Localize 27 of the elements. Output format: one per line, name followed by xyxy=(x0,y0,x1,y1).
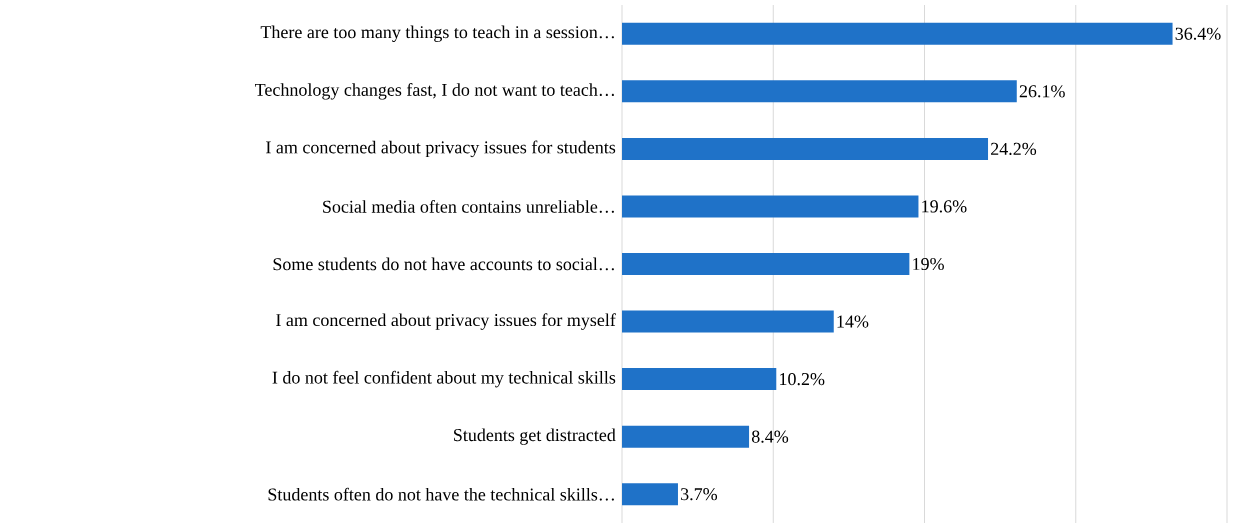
y-tick-label: Technology changes fast, I do not want to teach… xyxy=(255,83,614,100)
data-label: 24.2% xyxy=(991,142,1037,155)
bar xyxy=(622,483,678,506)
data-label: 8.4% xyxy=(751,430,789,443)
bar xyxy=(622,252,910,275)
data-label: 3.7% xyxy=(681,488,718,501)
bar xyxy=(622,368,777,391)
data-label: 36.4% xyxy=(1175,27,1221,40)
bar xyxy=(622,137,989,160)
y-tick-label: Students often do not have the technical skills… xyxy=(268,487,614,501)
bar xyxy=(622,310,834,333)
data-label: 26.1% xyxy=(1019,85,1065,98)
data-label: 19.6% xyxy=(922,200,967,213)
y-tick-label: I am concerned about privacy issues for students xyxy=(266,140,616,158)
data-label: 14% xyxy=(837,315,869,328)
bar xyxy=(622,425,750,448)
data-label: 19% xyxy=(913,257,944,271)
y-tick-label: There are too many things to teach in a session… xyxy=(260,25,614,42)
y-tick-label: Students get distracted xyxy=(454,428,616,445)
bar xyxy=(622,80,1017,103)
y-tick-label: I do not feel confident about my technical skills xyxy=(272,370,616,388)
y-tick-label: Social media often contains unreliable… xyxy=(323,199,614,213)
bar xyxy=(622,195,919,218)
data-label: 10.2% xyxy=(780,372,825,386)
y-tick-label: I am concerned about privacy issues for myself xyxy=(276,313,616,330)
y-tick-label: Some students do not have accounts to social… xyxy=(273,257,614,271)
bar xyxy=(622,22,1173,45)
